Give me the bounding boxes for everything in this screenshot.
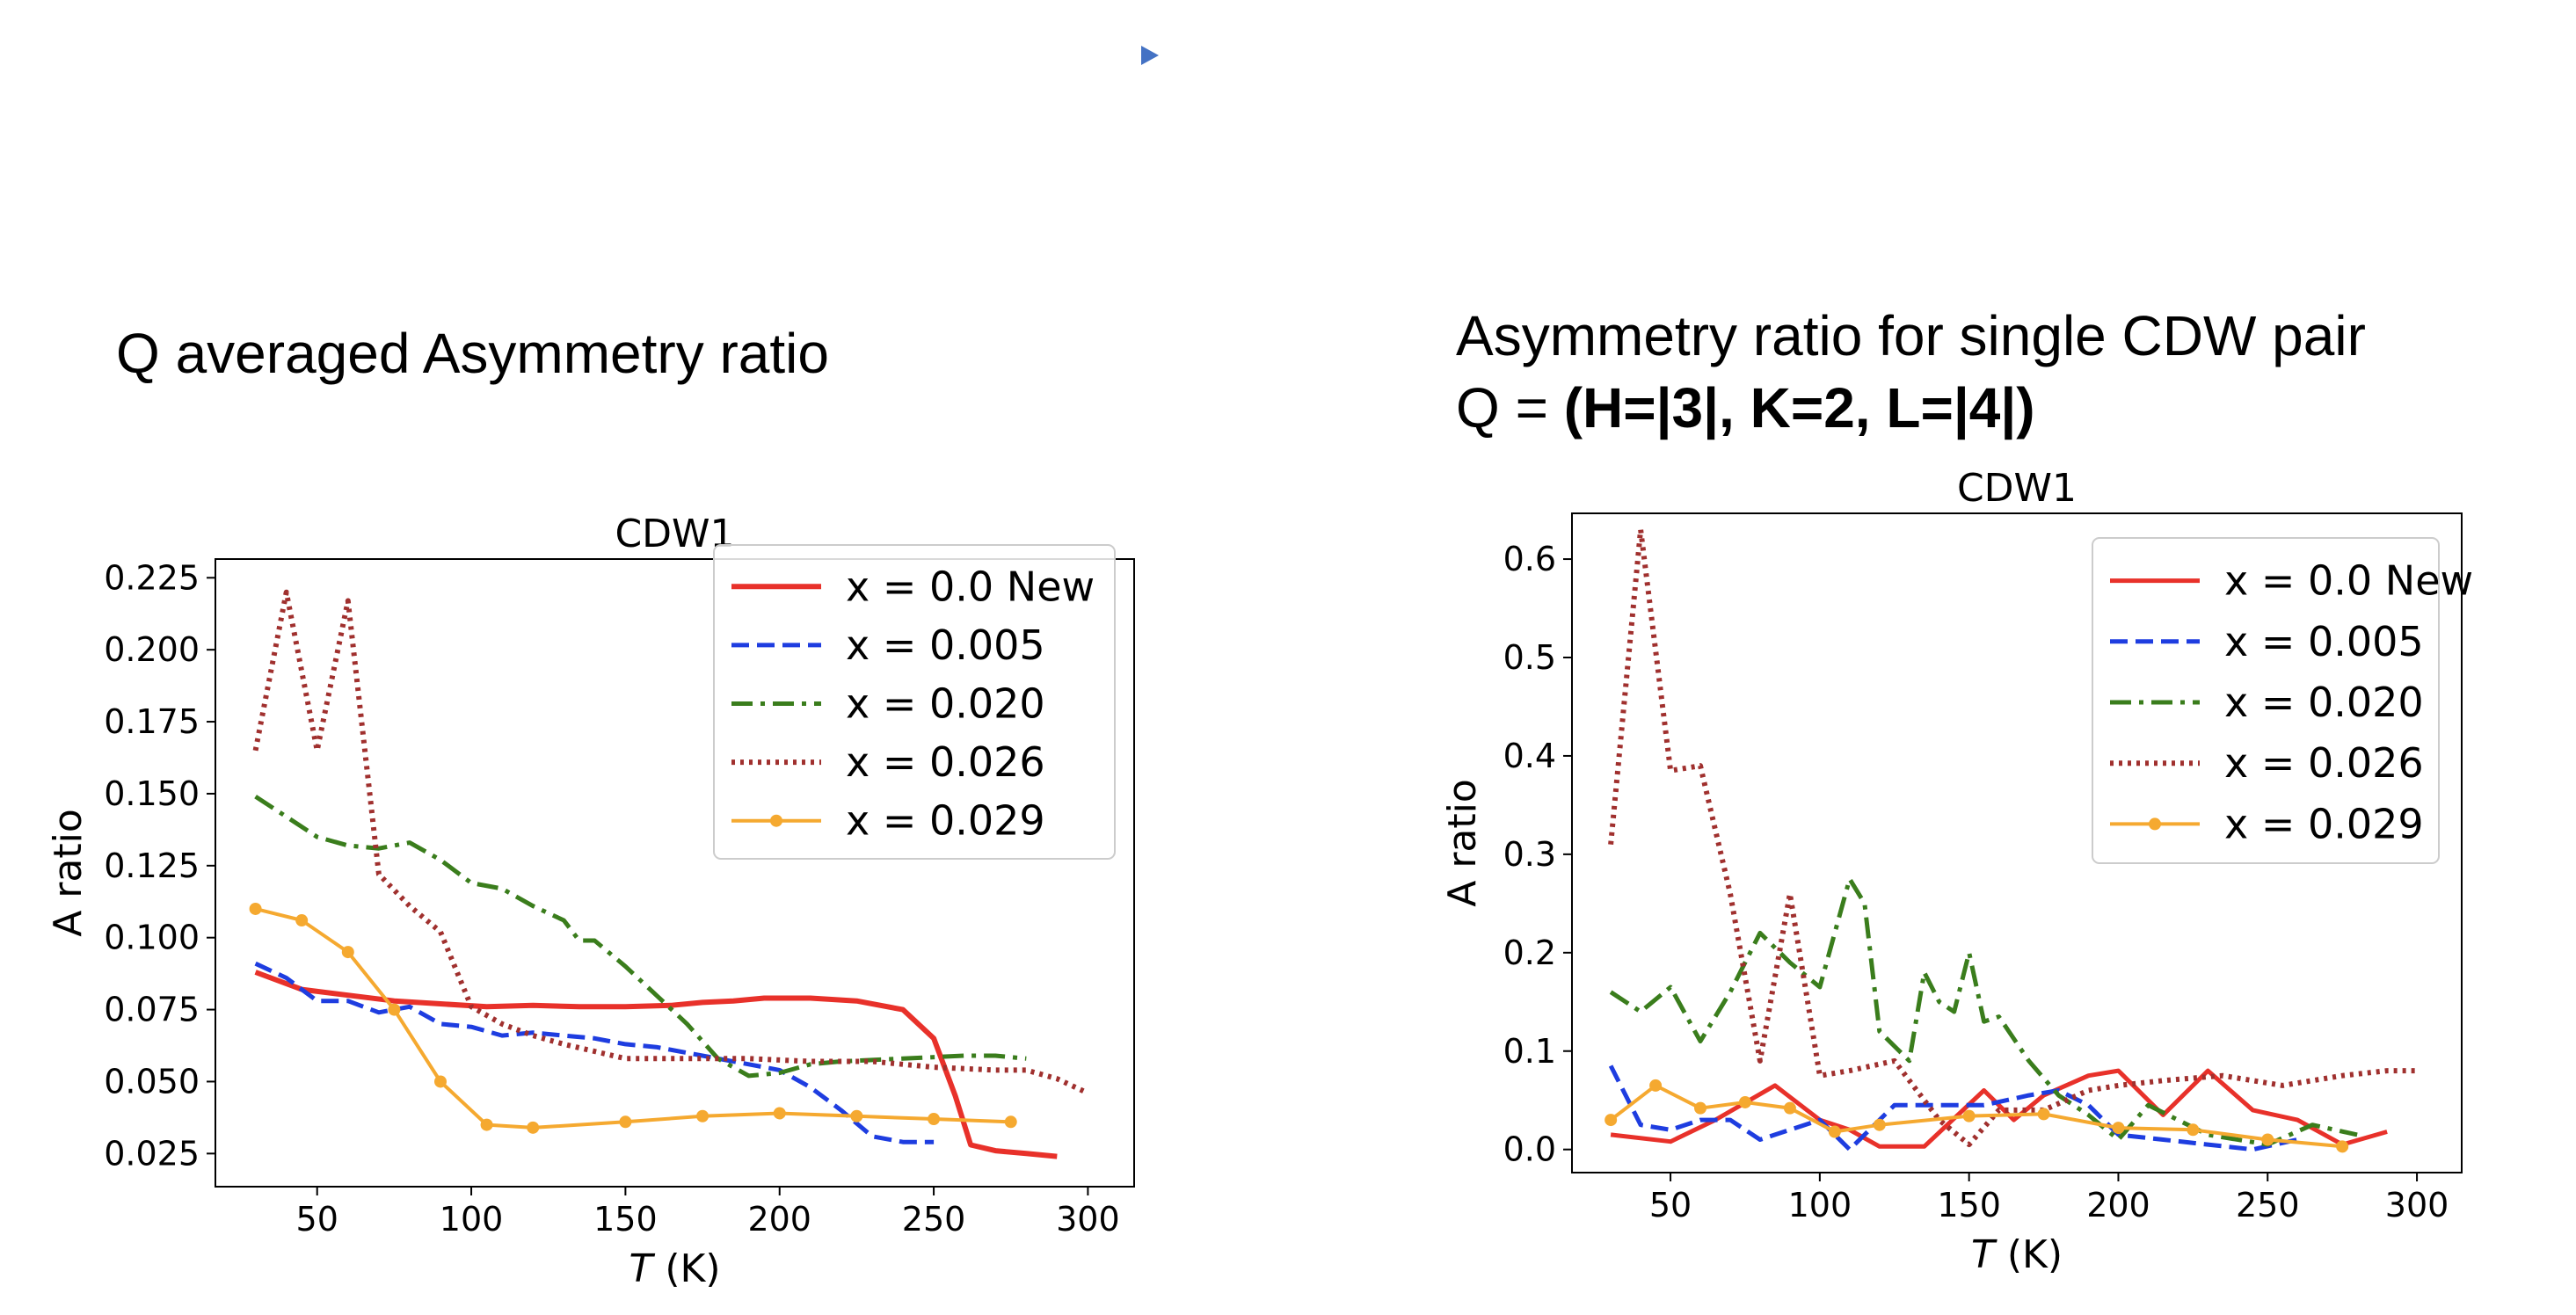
y-tick-label: 0.4: [1503, 737, 1556, 775]
series-marker: [341, 946, 354, 959]
y-axis-title: A ratio: [1440, 779, 1485, 907]
x-axis-title-unit: (K): [1995, 1232, 2063, 1277]
plot-frame: [215, 558, 1135, 1188]
legend-label: x = 0.029: [2224, 800, 2424, 847]
series-marker: [2336, 1140, 2349, 1153]
series-marker: [2037, 1108, 2050, 1121]
series-marker: [1738, 1095, 1751, 1108]
y-tick-label: 0.3: [1503, 835, 1556, 874]
series-marker: [249, 902, 262, 915]
legend-label: x = 0.0 New: [846, 563, 1095, 610]
series-marker: [295, 914, 309, 927]
series-marker: [2261, 1133, 2274, 1146]
legend-label: x = 0.020: [2224, 679, 2424, 726]
x-tick-label: 250: [2236, 1186, 2300, 1224]
series-marker: [388, 1003, 401, 1016]
series-marker: [1004, 1115, 1017, 1129]
chart-right: CDW1 50 100 150 200 250 300 0.0 0.1 0.2 0.3 0.4 0.5 0…: [1440, 466, 2473, 1277]
x-axis-title-unit: (K): [652, 1246, 720, 1291]
x-tick-label: 200: [747, 1200, 811, 1239]
x-axis-title-symbol: T: [629, 1246, 655, 1291]
right-heading-q-prefix: Q =: [1456, 375, 1564, 440]
series-marker: [2187, 1123, 2200, 1137]
y-tick-label: 0.150: [104, 774, 200, 813]
y-tick-label: 0.050: [104, 1062, 200, 1101]
y-tick-label: 0.200: [104, 630, 200, 669]
chart-title: CDW1: [1957, 466, 2077, 511]
series-marker: [1962, 1109, 1976, 1122]
legend-label: x = 0.005: [846, 621, 1045, 669]
legend-box: [713, 544, 1116, 860]
series-marker: [1783, 1101, 1796, 1115]
series-marker: [527, 1121, 540, 1134]
series-line: [1609, 876, 2358, 1147]
y-tick-label: 0.5: [1503, 638, 1556, 677]
series-marker: [480, 1118, 493, 1131]
y-tick-label: 0.125: [104, 846, 200, 885]
x-tick-label: 300: [2385, 1186, 2449, 1224]
plot-frame: [1571, 512, 2463, 1173]
legend-label: x = 0.026: [846, 738, 1045, 786]
series-marker: [850, 1109, 863, 1122]
series-marker: [619, 1115, 632, 1129]
x-tick-label: 50: [296, 1200, 338, 1239]
series-marker: [696, 1109, 709, 1122]
left-panel-heading: Q averaged Asymmetry ratio: [116, 322, 829, 385]
legend-swatch-marker: [2149, 817, 2161, 831]
series-marker: [1694, 1101, 1707, 1115]
legend-label: x = 0.020: [846, 680, 1045, 728]
play-marker-icon: [1141, 46, 1159, 65]
y-tick-label: 0.6: [1503, 540, 1556, 578]
x-axis-title-symbol: T: [1971, 1232, 1997, 1277]
right-heading-q-value: (H=|3|, K=2, L=|4|): [1563, 375, 2035, 440]
series-line: [1608, 1064, 2298, 1152]
legend-box: [2092, 537, 2440, 864]
x-tick-label: 100: [1788, 1186, 1852, 1224]
legend-label: x = 0.0 New: [2224, 557, 2473, 605]
legend-label: x = 0.029: [846, 797, 1045, 845]
y-tick-label: 0.100: [104, 919, 200, 957]
series-marker: [2112, 1122, 2125, 1135]
y-tick-label: 0.0: [1503, 1130, 1556, 1169]
series-marker: [1873, 1118, 1886, 1131]
y-tick-label: 0.2: [1503, 934, 1556, 972]
legend-swatch-marker: [770, 814, 782, 827]
right-heading-line2: Q = (H=|3|, K=2, L=|4|): [1456, 376, 2366, 441]
y-tick-label: 0.175: [104, 702, 200, 741]
series-marker: [928, 1113, 941, 1126]
series-marker: [1649, 1079, 1663, 1092]
x-tick-label: 50: [1649, 1186, 1692, 1224]
x-tick-label: 300: [1056, 1200, 1120, 1239]
series-line: [1610, 1068, 2388, 1149]
x-tick-label: 150: [1937, 1186, 2001, 1224]
series-line: [255, 906, 1011, 1130]
y-tick-label: 0.225: [104, 558, 200, 597]
legend-label: x = 0.005: [2224, 618, 2424, 665]
y-axis-title: A ratio: [46, 809, 91, 937]
y-tick-label: 0.025: [104, 1134, 200, 1173]
x-tick-label: 250: [902, 1200, 966, 1239]
series-line: [254, 970, 1058, 1159]
series-line: [254, 961, 935, 1144]
x-axis-title: T (K): [1971, 1232, 2063, 1277]
right-heading-line1: Asymmetry ratio for single CDW pair: [1456, 304, 2366, 367]
y-tick-label: 0.075: [104, 991, 200, 1029]
series-line: [254, 795, 1027, 1079]
series-marker: [433, 1075, 447, 1088]
series-marker: [1605, 1114, 1618, 1127]
x-tick-label: 200: [2086, 1186, 2150, 1224]
series-marker: [773, 1107, 786, 1120]
right-panel-heading: Asymmetry ratio for single CDW pair Q = …: [1456, 304, 2366, 440]
y-tick-label: 0.1: [1503, 1032, 1556, 1071]
series-marker: [1828, 1125, 1841, 1138]
x-tick-label: 100: [440, 1200, 504, 1239]
x-tick-label: 150: [593, 1200, 658, 1239]
legend-label: x = 0.026: [2224, 739, 2424, 787]
x-axis-title: T (K): [629, 1246, 720, 1291]
